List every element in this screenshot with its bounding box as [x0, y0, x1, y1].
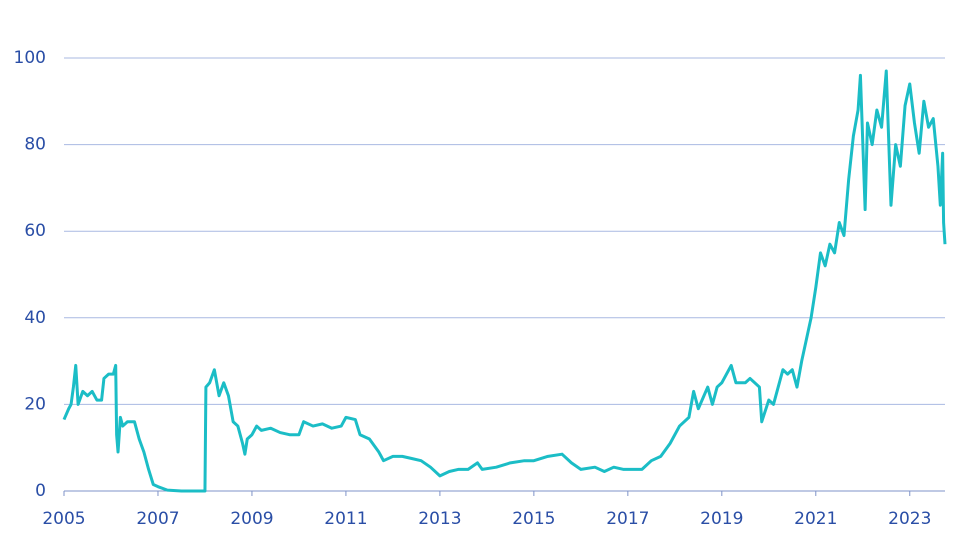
- y-tick-label: 100: [14, 48, 46, 68]
- y-tick-label: 80: [24, 135, 46, 155]
- y-tick-label: 40: [24, 308, 46, 328]
- x-tick-label: 2021: [794, 509, 837, 529]
- x-tick-label: 2011: [324, 509, 367, 529]
- x-tick-label: 2015: [512, 509, 555, 529]
- line-series: [62, 69, 947, 493]
- x-tick-label: 2017: [606, 509, 649, 529]
- x-tick-label: 2009: [230, 509, 273, 529]
- x-tick-label: 2005: [42, 509, 85, 529]
- y-tick-label: 20: [24, 394, 46, 414]
- x-tick-label: 2023: [888, 509, 931, 529]
- y-tick-label: 0: [35, 481, 46, 501]
- x-tick-label: 2007: [136, 509, 179, 529]
- y-tick-label: 60: [24, 221, 46, 241]
- x-tick-label: 2013: [418, 509, 461, 529]
- x-tick-label: 2019: [700, 509, 743, 529]
